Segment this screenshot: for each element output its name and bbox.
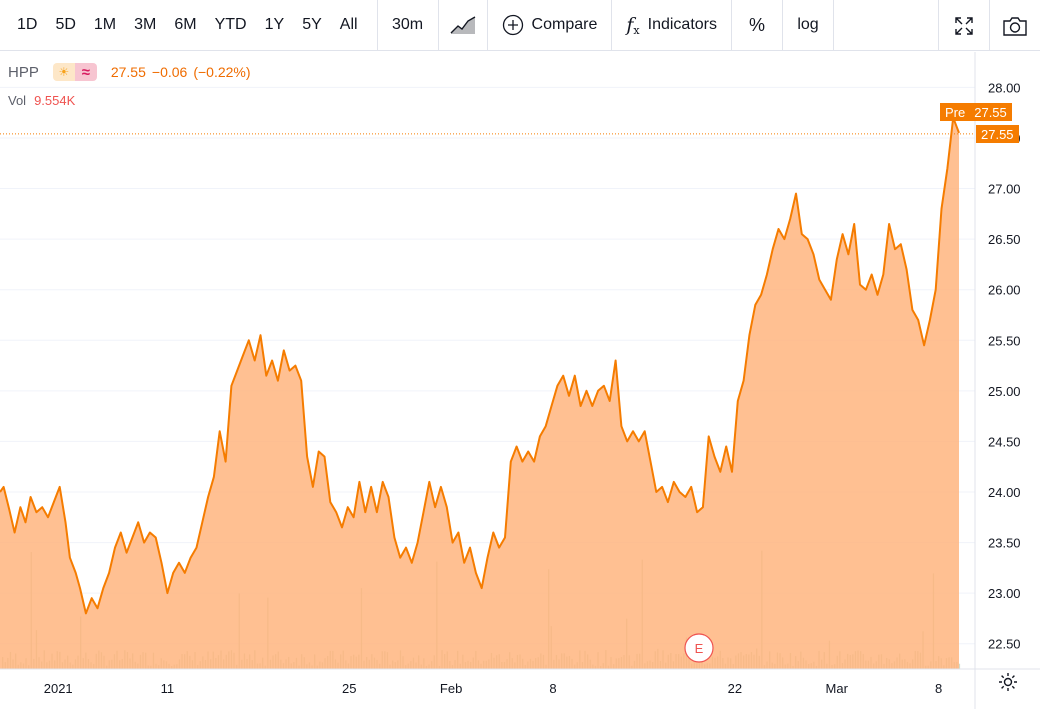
- range-button-3m[interactable]: 3M: [134, 16, 157, 33]
- percent-scale-button[interactable]: %: [748, 14, 765, 35]
- gear-icon: [997, 671, 1019, 698]
- toolbar-divider: [611, 0, 613, 51]
- price-tick-label: 27.00: [988, 182, 1021, 197]
- price-tick-label: 23.50: [988, 536, 1021, 551]
- legend-price: 27.55: [110, 64, 146, 80]
- toolbar-divider: [833, 0, 834, 51]
- price-tick-label: 25.00: [988, 384, 1021, 399]
- price-tick-label: 23.00: [988, 586, 1021, 601]
- chart-area[interactable]: 22.50 23.00 23.50 24.00 24.50 25.00 25.50 26.00…: [0, 52, 1040, 709]
- log-scale-button[interactable]: log: [797, 16, 819, 33]
- sun-icon: ☀: [52, 63, 75, 81]
- fullscreen-button[interactable]: [939, 0, 989, 51]
- interval-button[interactable]: 30m: [391, 16, 424, 33]
- toolbar-divider: [782, 0, 783, 51]
- chart-legend: HPP ☀ ≈ 27.55 −0.06 (−0.22%) Vol 9.554K: [8, 62, 251, 110]
- toolbar-divider: [989, 0, 990, 51]
- camera-icon: [1002, 15, 1028, 37]
- earnings-marker-label: E: [695, 641, 704, 656]
- chart-settings-button[interactable]: [976, 660, 1040, 709]
- range-button-1y[interactable]: 1Y: [264, 16, 285, 33]
- wave-icon: ≈: [74, 63, 97, 81]
- time-tick-label: Feb: [440, 681, 462, 696]
- time-tick-label: 8: [549, 681, 556, 696]
- premarket-price-tag: Pre 27.55: [940, 103, 1012, 121]
- pre-label: Pre: [945, 104, 966, 120]
- fullscreen-icon: [953, 15, 975, 37]
- time-tick-label: 8: [935, 681, 942, 696]
- compare-label: Compare: [531, 16, 598, 33]
- legend-price-row: HPP ☀ ≈ 27.55 −0.06 (−0.22%): [8, 62, 251, 82]
- pre-price: 27.55: [974, 104, 1007, 120]
- price-tick-label: 26.00: [988, 283, 1021, 298]
- toolbar-divider: [938, 0, 939, 51]
- range-button-1m[interactable]: 1M: [93, 16, 117, 33]
- time-tick-label: 11: [161, 681, 175, 696]
- symbol-name: HPP: [8, 63, 39, 81]
- legend-change: −0.06: [151, 64, 188, 80]
- area-chart-icon: [450, 15, 476, 35]
- price-tick-label: 24.50: [988, 434, 1021, 449]
- legend-volume-row: Vol 9.554K: [8, 90, 251, 110]
- time-tick-label: 2021: [44, 681, 73, 696]
- time-tick-label: 22: [728, 681, 742, 696]
- price-chart-svg[interactable]: 22.50 23.00 23.50 24.00 24.50 25.00 25.50 26.00…: [0, 52, 1040, 709]
- range-button-all[interactable]: All: [339, 16, 358, 33]
- time-tick-label: 25: [342, 681, 356, 696]
- volume-value: 9.554K: [34, 92, 76, 108]
- toolbar-divider: [486, 0, 488, 51]
- price-tick-label: 26.50: [988, 232, 1021, 247]
- time-tick-label: Mar: [826, 681, 849, 696]
- toolbar-divider: [376, 0, 378, 51]
- right-tools: [938, 0, 1040, 51]
- range-button-5y[interactable]: 5Y: [302, 16, 322, 33]
- legend-change-pct: (−0.22%): [193, 64, 251, 80]
- range-button-6m[interactable]: 6M: [174, 16, 197, 33]
- chart-type-button[interactable]: [439, 0, 487, 50]
- earnings-marker-circle: [684, 633, 714, 663]
- compare-button[interactable]: Compare: [488, 0, 612, 50]
- volume-bar: [958, 663, 961, 669]
- price-tick-label: 25.50: [988, 333, 1021, 348]
- range-button-1d[interactable]: 1D: [17, 16, 38, 33]
- volume-label: Vol: [8, 92, 27, 108]
- plus-circle-icon: [502, 14, 524, 36]
- indicators-label: Indicators: [647, 16, 717, 33]
- time-range-group: 1D 5D 1M 3M 6M YTD 1Y 5Y All: [0, 0, 367, 50]
- last-price-tag: 27.55: [976, 125, 1019, 143]
- price-tick-label: 22.50: [988, 637, 1021, 652]
- price-line: [0, 116, 960, 615]
- price-area: [0, 117, 959, 669]
- range-button-5d[interactable]: 5D: [55, 16, 76, 33]
- toolbar-divider: [437, 0, 439, 51]
- price-tick-label: 28.00: [988, 80, 1021, 95]
- snapshot-button[interactable]: [990, 0, 1040, 51]
- toolbar-divider: [731, 0, 732, 51]
- price-tick-label: 24.00: [988, 485, 1021, 500]
- range-button-ytd[interactable]: YTD: [214, 16, 247, 33]
- last-price: 27.55: [981, 126, 1014, 142]
